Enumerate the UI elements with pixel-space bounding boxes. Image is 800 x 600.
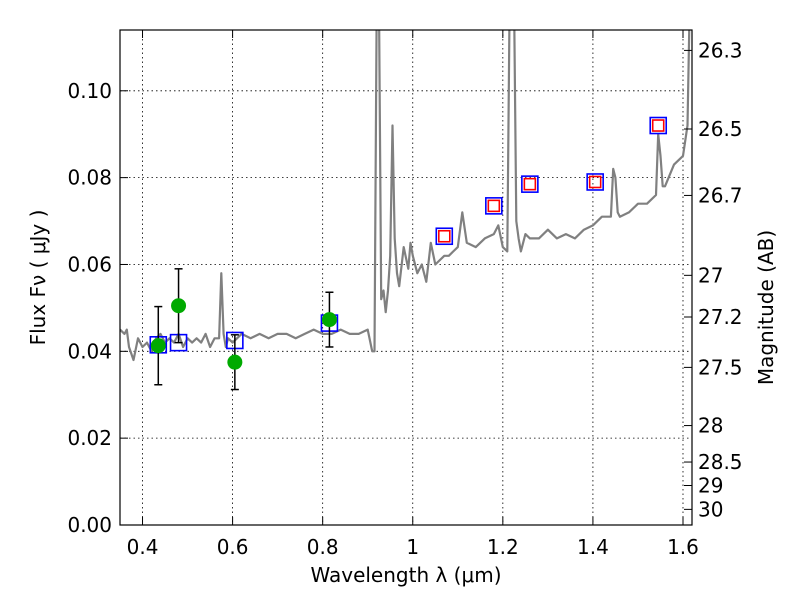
y-tick-label: 0.06 [67, 252, 112, 276]
y2-tick-label: 27.5 [698, 355, 743, 379]
y-axis-label: Flux Fν ( μJy ) [26, 210, 50, 346]
y2-tick-label: 27.2 [698, 305, 743, 329]
observed-point-marker [321, 312, 337, 328]
y-tick-label: 0.00 [67, 513, 112, 537]
model-square-marker [485, 197, 503, 215]
y2-tick-label: 26.7 [698, 183, 743, 207]
observed-square-marker [437, 229, 451, 243]
x-axis-label: Wavelength λ (μm) [310, 563, 501, 587]
plot-frame [119, 29, 693, 526]
y2-axis-label: Magnitude (AB) [754, 230, 778, 385]
y2-tick-label: 28 [698, 414, 723, 438]
ticks: 0.4 0.6 0.8 1 1.2 1.4 1.6 0.00 0.02 0.04 0.06 0.08 0… [67, 30, 743, 559]
x-tick-label: 0.6 [217, 535, 249, 559]
observed-square-marker [487, 199, 501, 213]
model-square-marker [435, 227, 454, 246]
y2-tick-label: 26.3 [698, 38, 743, 62]
y2-tick-label: 29 [698, 473, 723, 497]
y-tick-label: 0.10 [67, 79, 112, 103]
y2-tick-label: 28.5 [698, 450, 743, 474]
observed-point-marker [150, 338, 166, 354]
x-tick-label: 1.2 [487, 535, 519, 559]
spectrum-line [120, 30, 691, 362]
y-tick-label: 0.08 [67, 166, 112, 190]
x-tick-label: 1.6 [667, 535, 699, 559]
x-tick-label: 0.8 [307, 535, 339, 559]
x-tick-label: 1 [406, 535, 419, 559]
y2-tick-label: 30 [698, 497, 723, 521]
model-square-marker [586, 173, 604, 191]
observed-point-marker [227, 354, 243, 370]
x-tick-label: 1.4 [577, 535, 609, 559]
observed-point-marker [171, 298, 187, 314]
grid [120, 30, 692, 526]
y2-tick-label: 27 [698, 263, 723, 287]
model-square-marker [649, 116, 668, 135]
observed-square-marker [588, 175, 602, 189]
x-tick-label: 0.4 [127, 535, 159, 559]
y-tick-label: 0.02 [67, 426, 112, 450]
plot-area [120, 30, 691, 391]
y-tick-label: 0.04 [67, 339, 112, 363]
y2-tick-label: 26.5 [698, 117, 743, 141]
observed-square-marker [523, 177, 537, 191]
observed-square-marker [651, 119, 665, 132]
model-square-marker [521, 175, 539, 193]
